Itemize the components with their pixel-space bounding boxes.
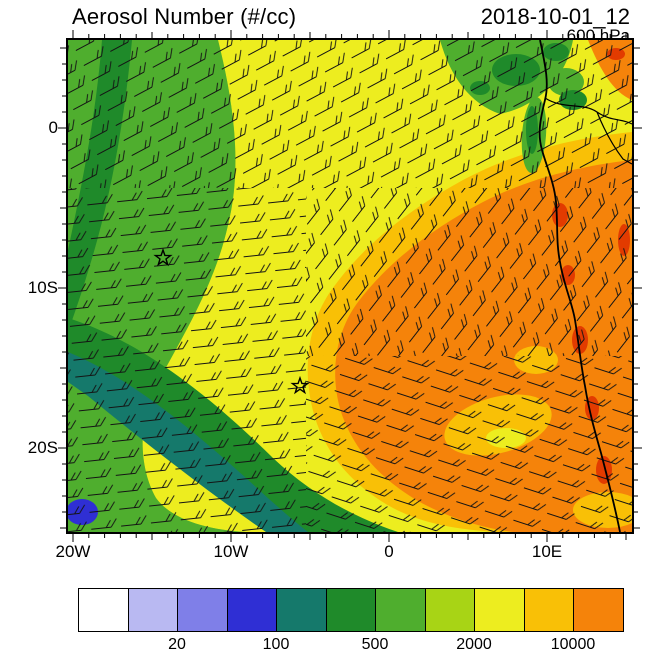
- colorbar-swatch: [79, 589, 129, 631]
- colorbar-swatch: [574, 589, 624, 631]
- colorbar-swatch: [227, 589, 278, 631]
- valid-time-label: 2018-10-01_12: [480, 4, 630, 29]
- page-title: Aerosol Number (#/cc): [72, 4, 297, 29]
- colorbar-label-100: 100: [262, 636, 290, 653]
- y-axis-label-0: 0: [48, 118, 58, 137]
- country-borders: [544, 97, 632, 165]
- y-axis-label-10s: 10S: [27, 278, 58, 297]
- colorbar-swatch: [326, 589, 377, 631]
- x-axis-label-20w: 20W: [55, 542, 91, 561]
- colorbar-swatch: [178, 589, 228, 631]
- colorbar-swatch: [128, 589, 179, 631]
- colorbar-label-500: 500: [361, 636, 389, 653]
- wind-barbs-overlay: [68, 40, 632, 532]
- colorbar-swatch: [475, 589, 525, 631]
- map-plot-area: [66, 38, 634, 534]
- x-axis-label-10w: 10W: [213, 542, 249, 561]
- colorbar-swatch: [425, 589, 476, 631]
- colorbar-swatch: [376, 589, 426, 631]
- colorbar-swatch: [524, 589, 575, 631]
- colorbar-label-10000: 10000: [550, 636, 596, 653]
- map-canvas: [68, 40, 632, 532]
- y-axis-label-20s: 20S: [27, 438, 58, 457]
- colorbar-swatch: [277, 589, 327, 631]
- colorbar-label-20: 20: [168, 636, 186, 653]
- star-marker-north: [153, 247, 173, 267]
- x-axis-label-0: 0: [384, 542, 394, 561]
- colorbar: [78, 588, 624, 632]
- x-axis-label-10e: 10E: [531, 542, 563, 561]
- star-marker-south: [290, 375, 310, 395]
- coastline: [538, 40, 621, 532]
- colorbar-label-2000: 2000: [456, 636, 492, 653]
